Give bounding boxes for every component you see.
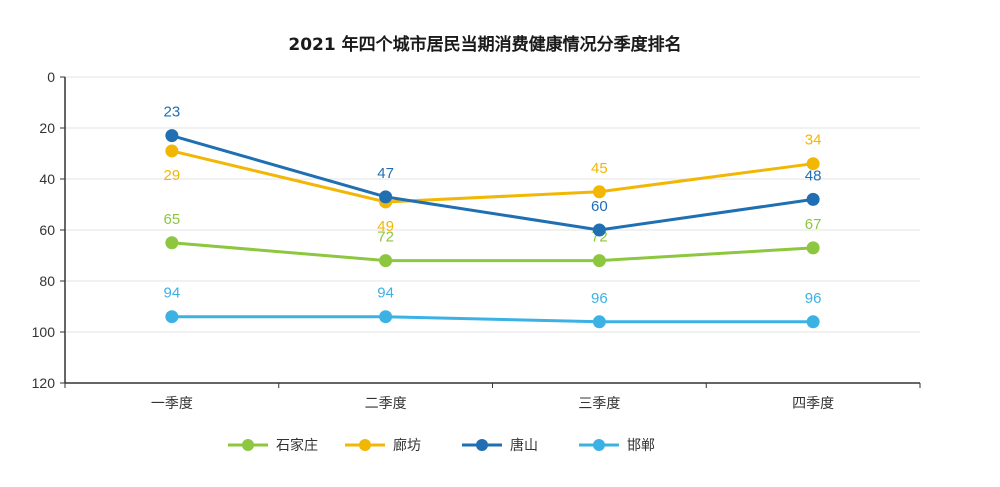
series-line xyxy=(171,149,814,204)
legend: 石家庄 廊坊 唐山 邯郸 xyxy=(228,437,655,454)
data-label: 94 xyxy=(377,285,394,302)
data-label: 47 xyxy=(377,165,394,182)
data-point xyxy=(806,241,820,255)
x-tick-label: 四季度 xyxy=(792,396,834,412)
legend-label: 石家庄 xyxy=(276,437,318,454)
data-label: 49 xyxy=(377,218,394,235)
y-tick-label: 100 xyxy=(32,324,56,340)
legend-label: 唐山 xyxy=(510,437,538,454)
data-point xyxy=(592,185,606,199)
legend-item-2: 唐山 xyxy=(462,437,538,454)
legend-item-1: 廊坊 xyxy=(345,437,421,454)
data-label: 65 xyxy=(164,211,181,228)
data-label: 96 xyxy=(591,290,608,307)
data-point xyxy=(379,310,393,324)
series-line xyxy=(171,134,814,232)
legend-label: 邯郸 xyxy=(627,438,655,454)
data-label: 23 xyxy=(164,104,181,121)
series-line xyxy=(171,315,814,324)
x-axis-ticks: 一季度 二季度 三季度 四季度 xyxy=(151,396,834,412)
x-tick-label: 一季度 xyxy=(151,396,193,412)
data-point xyxy=(806,157,820,171)
data-point xyxy=(165,310,179,324)
y-tick-label: 120 xyxy=(32,375,56,391)
data-point xyxy=(806,315,820,329)
legend-swatch-dot xyxy=(476,439,488,451)
data-point xyxy=(592,315,606,329)
data-point xyxy=(379,190,393,204)
y-tick-label: 80 xyxy=(39,273,55,289)
legend-item-0: 石家庄 xyxy=(228,437,318,454)
data-point xyxy=(165,144,179,158)
data-point xyxy=(806,192,820,206)
y-tick-label: 20 xyxy=(39,120,55,136)
data-point xyxy=(592,254,606,268)
legend-swatch-dot xyxy=(593,439,605,451)
legend-swatch-dot xyxy=(359,439,371,451)
data-label: 48 xyxy=(805,167,822,184)
legend-label: 廊坊 xyxy=(393,437,421,454)
series-3: 94 94 96 96 xyxy=(164,285,822,329)
data-label: 34 xyxy=(805,132,822,149)
data-label: 96 xyxy=(805,290,822,307)
y-tick-label: 0 xyxy=(47,69,55,85)
legend-swatch-dot xyxy=(242,439,254,451)
data-label: 29 xyxy=(164,167,181,184)
data-label: 60 xyxy=(591,198,608,215)
data-label: 94 xyxy=(164,285,181,302)
chart-title: 2021 年四个城市居民当期消费健康情况分季度排名 xyxy=(288,34,681,55)
series-2: 23 47 60 48 xyxy=(164,104,822,237)
y-tick-label: 60 xyxy=(39,222,55,238)
data-point xyxy=(165,129,179,143)
data-label: 72 xyxy=(377,229,394,246)
y-tick-label: 40 xyxy=(39,171,55,187)
data-label: 67 xyxy=(805,216,822,233)
series-line xyxy=(171,241,814,263)
data-label: 45 xyxy=(591,160,608,177)
data-point xyxy=(165,236,179,250)
legend-item-3: 邯郸 xyxy=(579,438,655,454)
grid-lines xyxy=(65,76,920,333)
series-1: 29 49 45 34 xyxy=(164,132,822,235)
data-point xyxy=(592,223,606,237)
data-point xyxy=(379,254,393,268)
x-tick-label: 三季度 xyxy=(578,396,620,412)
y-axis-ticks: 0 20 40 60 80 100 120 xyxy=(32,69,56,391)
x-tick-label: 二季度 xyxy=(365,396,407,412)
axes xyxy=(60,76,921,388)
